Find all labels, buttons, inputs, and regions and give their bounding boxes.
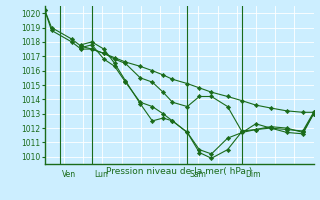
Text: Lun: Lun xyxy=(94,170,108,179)
X-axis label: Pression niveau de la mer( hPa ): Pression niveau de la mer( hPa ) xyxy=(106,167,252,176)
Text: Dim: Dim xyxy=(245,170,260,179)
Text: Ven: Ven xyxy=(62,170,76,179)
Text: Sam: Sam xyxy=(190,170,207,179)
